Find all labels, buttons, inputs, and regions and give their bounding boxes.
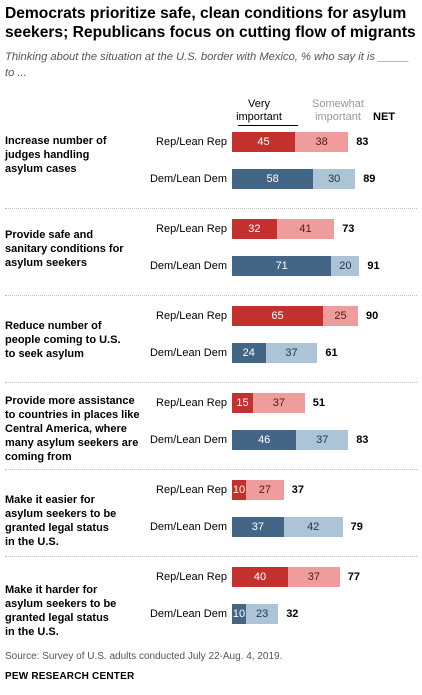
group-label: Reduce number of people coming to U.S. t… [5, 320, 121, 360]
bar-somewhat-important: 37 [265, 343, 318, 363]
row-label-dem: Dem/Lean Dem [149, 521, 227, 533]
source-note: Source: Survey of U.S. adults conducted … [5, 651, 283, 662]
bar-very-important: 40 [232, 567, 288, 587]
net-value: 89 [363, 173, 376, 185]
bar-somewhat-important: 27 [246, 480, 284, 500]
row-label-dem: Dem/Lean Dem [149, 347, 227, 359]
bar-somewhat-important: 25 [323, 306, 358, 326]
bar-somewhat-important: 38 [295, 132, 349, 152]
row-label-dem: Dem/Lean Dem [149, 608, 227, 620]
row-label-rep: Rep/Lean Rep [156, 223, 227, 235]
header-net: NET [373, 111, 395, 123]
bar-somewhat-important: 20 [331, 256, 360, 276]
bar-somewhat-important: 37 [296, 430, 349, 450]
bar-somewhat-important: 37 [288, 567, 340, 587]
chart-subtitle: Thinking about the situation at the U.S.… [5, 51, 410, 79]
header-very-important: Very important [236, 98, 282, 123]
net-value: 83 [356, 136, 369, 148]
net-value: 61 [325, 347, 338, 359]
row-label-dem: Dem/Lean Dem [149, 434, 227, 446]
bar-very-important: 71 [232, 256, 332, 276]
bar-very-important: 32 [232, 219, 277, 239]
bar-somewhat-important: 37 [253, 393, 305, 413]
row-label-rep: Rep/Lean Rep [156, 571, 227, 583]
net-value: 79 [350, 521, 363, 533]
header-somewhat-important: Somewhat important [312, 98, 364, 123]
bar-very-important: 65 [232, 306, 323, 326]
group-label: Increase number of judges handling asylu… [5, 135, 107, 175]
group-label: Make it easier for asylum seekers to be … [5, 494, 117, 548]
group-divider [5, 556, 417, 557]
group-label: Make it harder for asylum seekers to be … [5, 584, 117, 638]
bar-very-important: 58 [232, 169, 314, 189]
group-divider [5, 469, 417, 470]
bar-somewhat-important: 42 [283, 517, 343, 537]
bar-very-important: 46 [232, 430, 297, 450]
header-underline [238, 125, 298, 126]
net-value: 73 [342, 223, 355, 235]
credit-line: PEW RESEARCH CENTER [5, 671, 135, 682]
group-label: Provide safe and sanitary conditions for… [5, 229, 124, 269]
net-value: 37 [291, 484, 305, 496]
net-value: 91 [367, 260, 380, 272]
bar-very-important: 15 [232, 393, 253, 413]
bar-somewhat-important: 23 [246, 604, 279, 624]
bar-somewhat-important: 41 [276, 219, 335, 239]
group-divider [5, 208, 417, 209]
row-label-rep: Rep/Lean Rep [156, 136, 227, 148]
chart-title: Democrats prioritize safe, clean conditi… [5, 5, 416, 41]
group-divider [5, 295, 417, 296]
row-label-rep: Rep/Lean Rep [156, 310, 227, 322]
row-label-rep: Rep/Lean Rep [156, 397, 227, 409]
net-value: 77 [347, 571, 361, 583]
row-label-dem: Dem/Lean Dem [149, 173, 227, 185]
net-value: 90 [366, 310, 379, 322]
group-divider [5, 382, 417, 383]
bar-very-important: 10 [232, 604, 246, 624]
bar-somewhat-important: 30 [313, 169, 356, 189]
net-value: 83 [356, 434, 369, 446]
net-value: 32 [286, 608, 299, 620]
net-value: 51 [312, 397, 326, 409]
bar-very-important: 24 [232, 343, 266, 363]
bar-very-important: 10 [232, 480, 246, 500]
row-label-dem: Dem/Lean Dem [149, 260, 227, 272]
group-label: Provide more assistance to countries in … [5, 395, 140, 463]
bar-very-important: 45 [232, 132, 295, 152]
row-label-rep: Rep/Lean Rep [156, 484, 227, 496]
bar-very-important: 37 [232, 517, 284, 537]
